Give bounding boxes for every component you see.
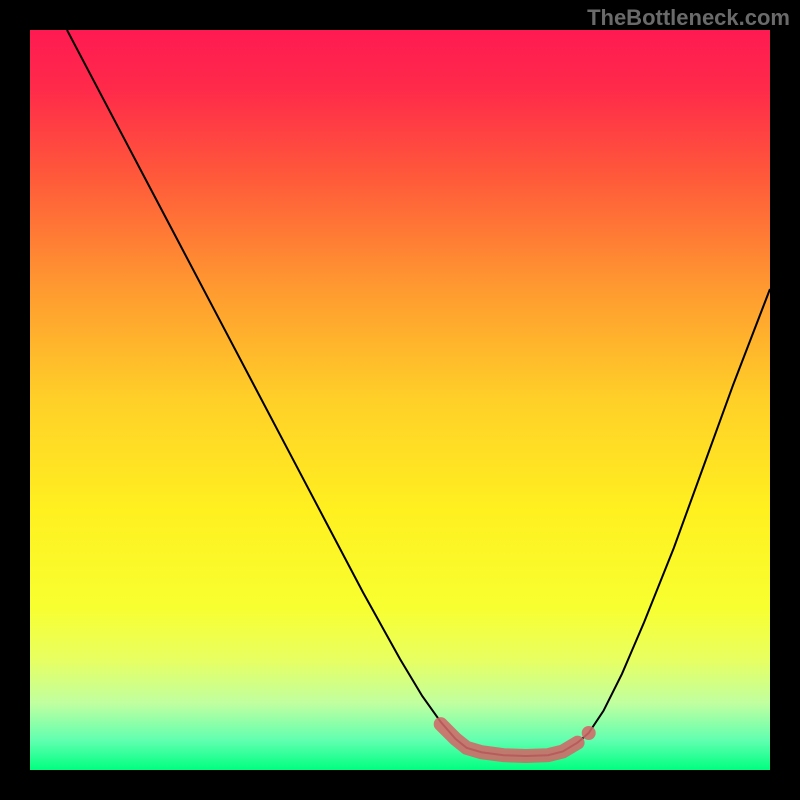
chart-svg	[0, 0, 800, 800]
watermark-text: TheBottleneck.com	[587, 5, 790, 31]
optimal-range-dot	[582, 726, 596, 740]
chart-container: TheBottleneck.com	[0, 0, 800, 800]
